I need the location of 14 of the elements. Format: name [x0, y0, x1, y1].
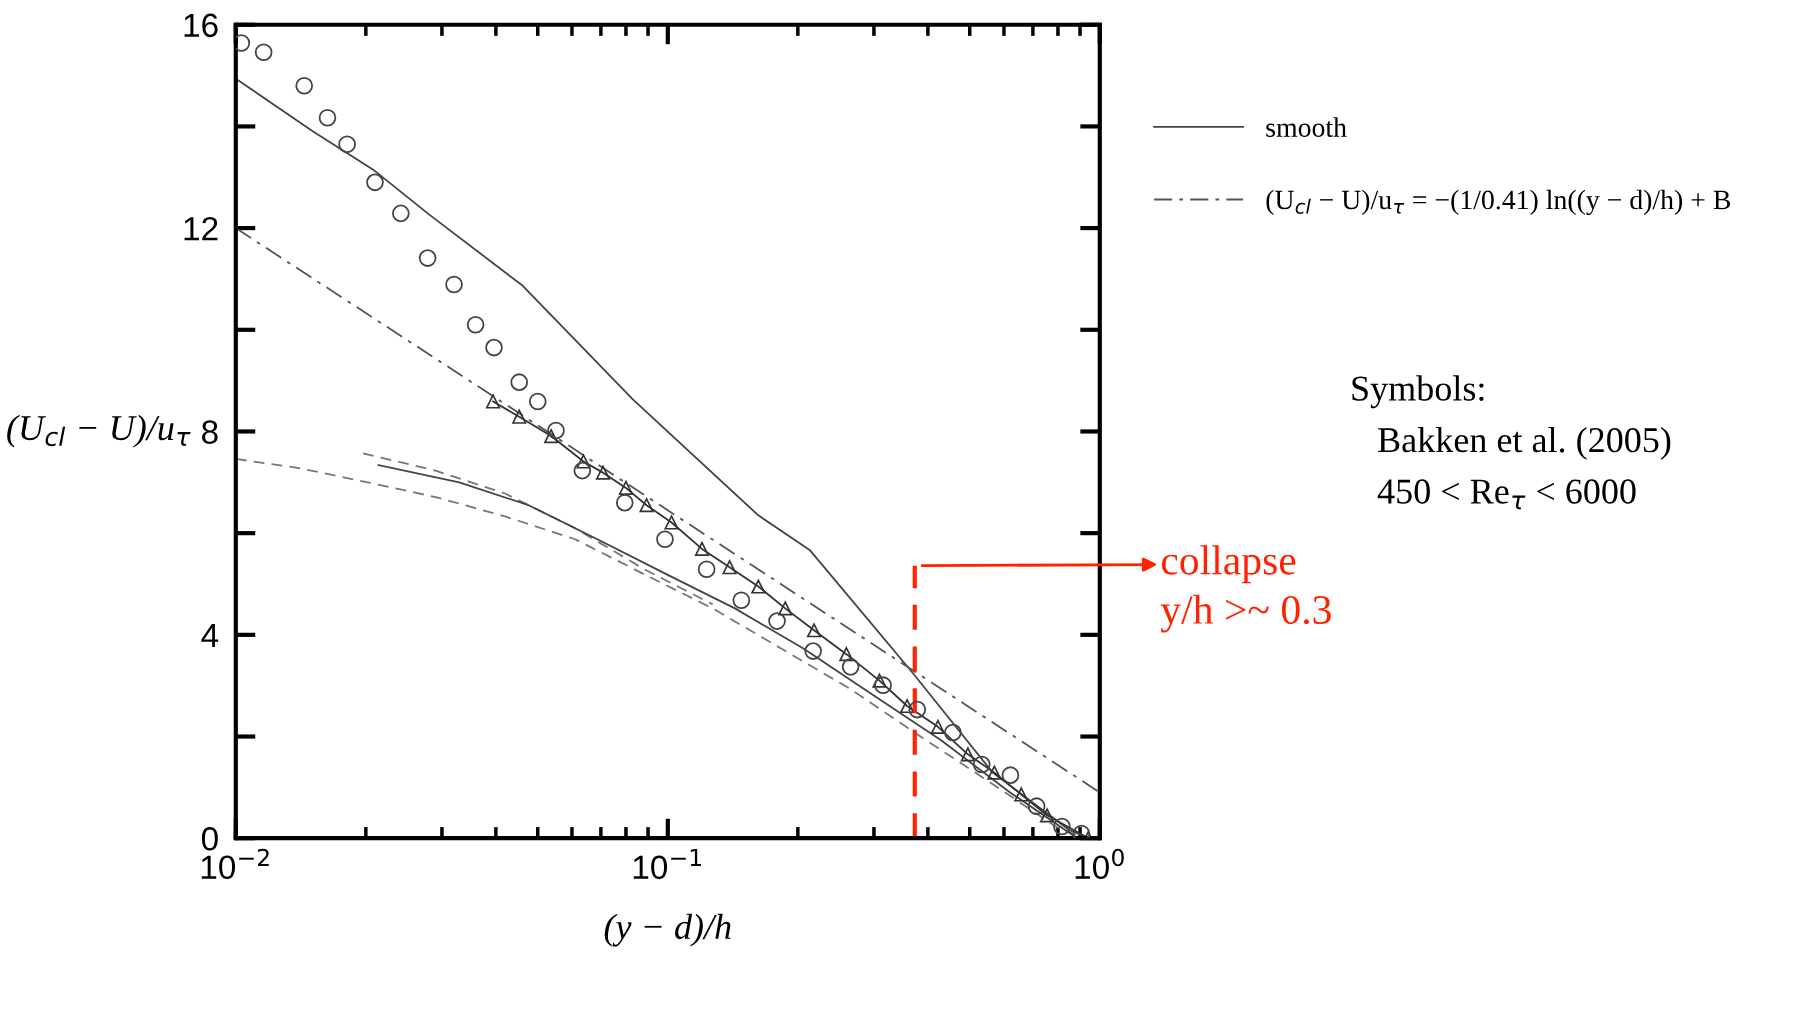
x-axis-title: (y − d)/h — [604, 913, 731, 947]
text: Symbols: — [1352, 375, 1484, 409]
text: Bakken et al. (2005) — [1378, 426, 1671, 460]
y-axis-title: (U$_{cl}$ − U)/u$_{τ}$ — [7, 414, 191, 448]
y-tick-label: 4 — [201, 623, 219, 647]
legend-label: smooth — [1266, 117, 1347, 137]
x-tick-label: 10$^{0}$ — [1075, 848, 1124, 880]
y-tick-label: 16 — [184, 13, 218, 38]
y-tick-label: 12 — [184, 216, 218, 241]
text: 450 < Re$_{τ}$ < 6000 — [1377, 479, 1636, 510]
x-tick-label: 10$^{−1}$ — [633, 849, 701, 880]
y-tick-label: 8 — [202, 420, 218, 444]
legend-label: (U$_{cl}$ − U)/u$_{τ}$ = −(1/0.41) ln((y − d)/h) + B — [1266, 189, 1731, 216]
text: collapse y/h >~ 0.3 — [1160, 545, 1331, 633]
